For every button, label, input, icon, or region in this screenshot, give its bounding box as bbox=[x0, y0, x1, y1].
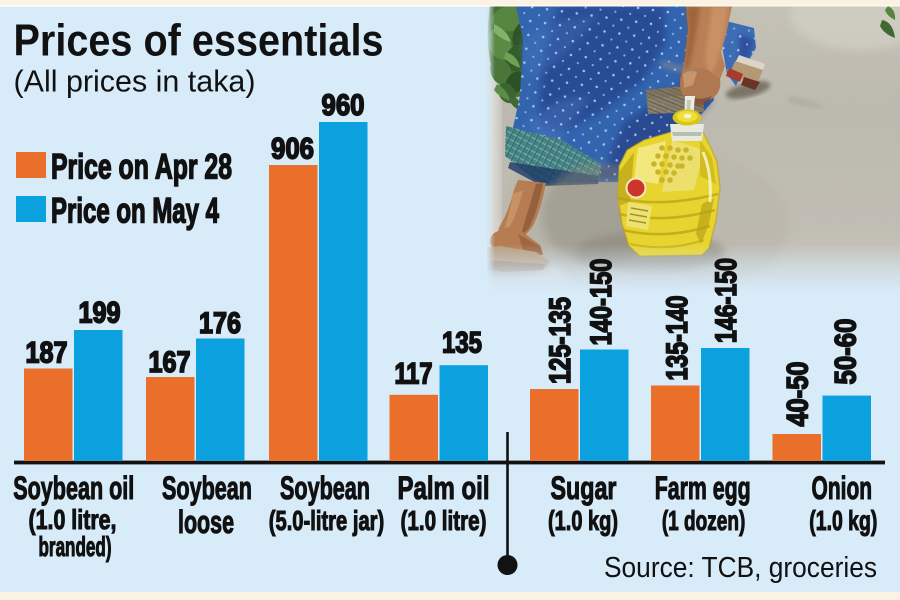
svg-text:Palm oil: Palm oil bbox=[398, 470, 490, 506]
svg-text:187: 187 bbox=[26, 337, 68, 370]
svg-text:(1.0 kg): (1.0 kg) bbox=[548, 505, 618, 536]
svg-text:Sugar: Sugar bbox=[551, 470, 617, 506]
svg-text:125-135: 125-135 bbox=[544, 297, 577, 384]
svg-text:(1.0 litre): (1.0 litre) bbox=[401, 505, 487, 536]
svg-text:50-60: 50-60 bbox=[830, 319, 863, 385]
svg-text:loose: loose bbox=[178, 504, 234, 540]
svg-text:Price on May 4: Price on May 4 bbox=[51, 192, 219, 231]
svg-text:Soybean: Soybean bbox=[162, 470, 252, 506]
svg-text:140-150: 140-150 bbox=[585, 259, 618, 346]
svg-text:(1.0 kg): (1.0 kg) bbox=[809, 505, 877, 536]
svg-text:Soybean: Soybean bbox=[280, 470, 370, 506]
svg-text:(1 dozen): (1 dozen) bbox=[662, 505, 746, 536]
svg-text:199: 199 bbox=[79, 297, 121, 330]
svg-text:Onion: Onion bbox=[812, 470, 873, 506]
svg-text:Soybean oil: Soybean oil bbox=[13, 470, 134, 506]
svg-text:Prices of essentials: Prices of essentials bbox=[14, 16, 384, 65]
svg-text:960: 960 bbox=[322, 89, 365, 122]
svg-text:40-50: 40-50 bbox=[782, 362, 815, 427]
svg-text:176: 176 bbox=[199, 307, 241, 340]
svg-text:135: 135 bbox=[442, 327, 482, 360]
svg-text:Price on Apr 28: Price on Apr 28 bbox=[51, 148, 232, 187]
svg-text:branded): branded) bbox=[39, 531, 112, 562]
svg-text:135-140: 135-140 bbox=[661, 296, 694, 381]
svg-text:Farm egg: Farm egg bbox=[655, 470, 751, 506]
svg-text:117: 117 bbox=[395, 358, 433, 391]
svg-text:(All prices in taka): (All prices in taka) bbox=[14, 65, 256, 99]
svg-text:(1.0 litre,: (1.0 litre, bbox=[29, 504, 117, 535]
svg-text:146-150: 146-150 bbox=[710, 258, 743, 343]
svg-text:Source: TCB, groceries: Source: TCB, groceries bbox=[604, 552, 877, 584]
svg-text:(5.0-litre jar): (5.0-litre jar) bbox=[269, 505, 385, 536]
svg-text:167: 167 bbox=[149, 346, 191, 379]
svg-text:906: 906 bbox=[271, 133, 314, 166]
